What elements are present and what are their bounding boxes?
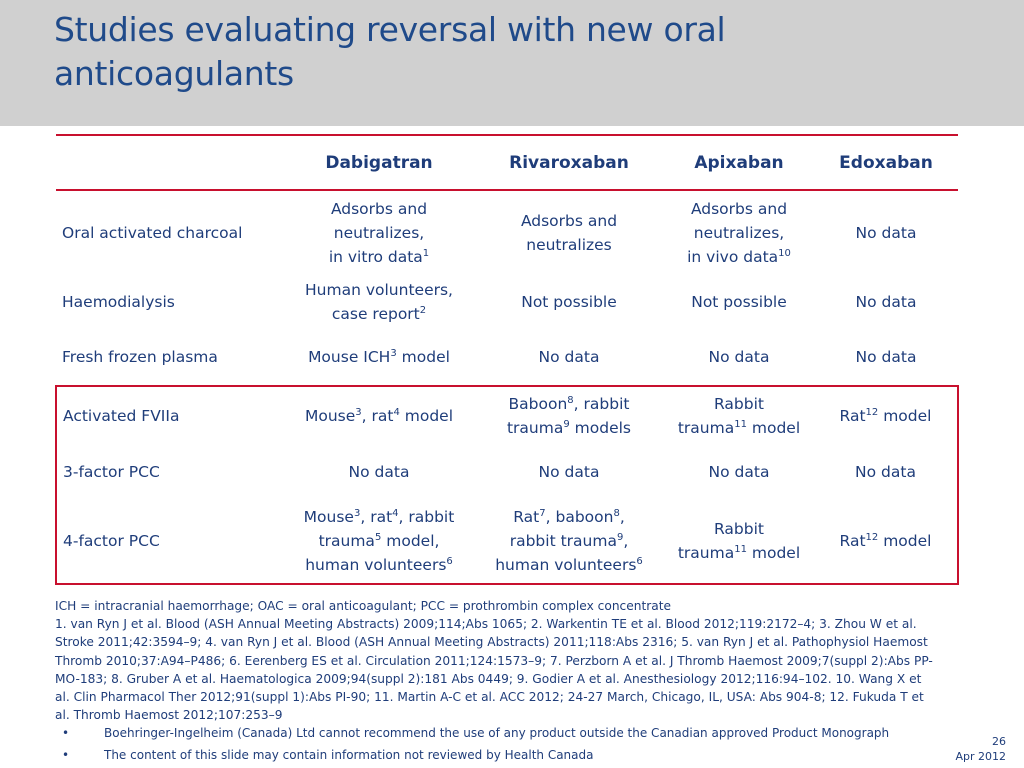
row-label: Haemodialysis [62,293,175,311]
table-cell: No data [708,348,770,366]
list-item: • Boehringer-Ingelheim (Canada) Ltd cann… [62,722,962,744]
table-cell: No data [855,348,917,366]
row-label: Oral activated charcoal [62,224,243,242]
row-label: 4-factor PCC [55,499,284,585]
table-cell: No data [814,445,959,499]
table-cell: Mouse3, rat4, rabbit trauma5 model, human … [284,499,474,585]
table-cell: Not possible [691,293,787,311]
table-cell: Rat12 model [814,385,959,445]
bullet-icon: • [62,726,70,740]
table-cell: No data [538,463,600,481]
abbreviations-note: ICH = intracranial haemorrhage; OAC = or… [55,599,672,613]
table-cell: Not possible [521,293,617,311]
table-cell: Adsorbs and neutralizes, in vitro data1 [328,200,430,266]
table-cell: Rat12 model [814,499,959,585]
header-apixaban: Apixaban [664,134,814,191]
table-cell: Adsorbs and neutralizes [520,212,618,254]
table-cell: No data [855,224,917,242]
row-label: 3-factor PCC [55,445,284,499]
bullet-icon: • [62,748,70,762]
table-cell: Mouse3, rat4 model [284,385,474,445]
header-edoxaban: Edoxaban [814,134,958,191]
references-note: 1. van Ryn J et al. Blood (ASH Annual Me… [55,617,933,723]
table-cell: Rat7, baboon8, rabbit trauma9, human volun… [474,499,664,585]
table-cell: Rabbit trauma11 model [664,385,814,445]
slide-title: Studies evaluating reversal with new ora… [54,10,726,93]
title-bar: Studies evaluating reversal with new ora… [0,0,1024,126]
table-row-highlighted: 3-factor PCC No data No data No data No … [55,445,959,499]
table-row-highlighted: Activated FVIIa Mouse3, rat4 model Baboo… [55,385,959,445]
table-row-highlighted: 4-factor PCC Mouse3, rat4, rabbit trauma5… [55,499,959,585]
table-cell: Adsorbs and neutralizes, in vivo data10 [687,200,791,266]
disclaimer-list: • Boehringer-Ingelheim (Canada) Ltd cann… [62,722,962,766]
footnotes: ICH = intracranial haemorrhage; OAC = or… [55,597,935,724]
header-empty [56,134,284,191]
table-header-row: Dabigatran Rivaroxaban Apixaban Edoxaban [56,134,958,191]
slide-footer: 26 Apr 2012 [955,734,1006,764]
table-row: Oral activated charcoal Adsorbs and neut… [56,190,958,275]
table-row: Haemodialysis Human volunteers, case repo… [56,275,958,329]
page-number: 26 [992,735,1006,748]
reversal-table-container: Dabigatran Rivaroxaban Apixaban Edoxaban… [55,134,959,585]
disclaimer-text: Boehringer-Ingelheim (Canada) Ltd cannot… [104,726,890,740]
header-rivaroxaban: Rivaroxaban [474,134,664,191]
table-cell: No data [855,293,917,311]
list-item: • The content of this slide may contain … [62,744,962,766]
table-cell: Mouse ICH3 model [308,347,450,366]
table-cell: Rabbit trauma11 model [664,499,814,585]
table-cell: Human volunteers, case report2 [305,281,453,323]
row-label: Activated FVIIa [55,385,284,445]
table-cell: Baboon8, rabbit trauma9 models [474,385,664,445]
disclaimer-text: The content of this slide may contain in… [104,748,594,762]
table-cell: No data [708,463,770,481]
table-cell: No data [348,463,410,481]
table-cell: No data [538,348,600,366]
slide-date: Apr 2012 [955,750,1006,763]
row-label: Fresh frozen plasma [62,348,218,366]
header-dabigatran: Dabigatran [284,134,474,191]
table-row: Fresh frozen plasma Mouse ICH3 model No … [56,329,958,386]
reversal-studies-table: Dabigatran Rivaroxaban Apixaban Edoxaban… [55,134,959,585]
